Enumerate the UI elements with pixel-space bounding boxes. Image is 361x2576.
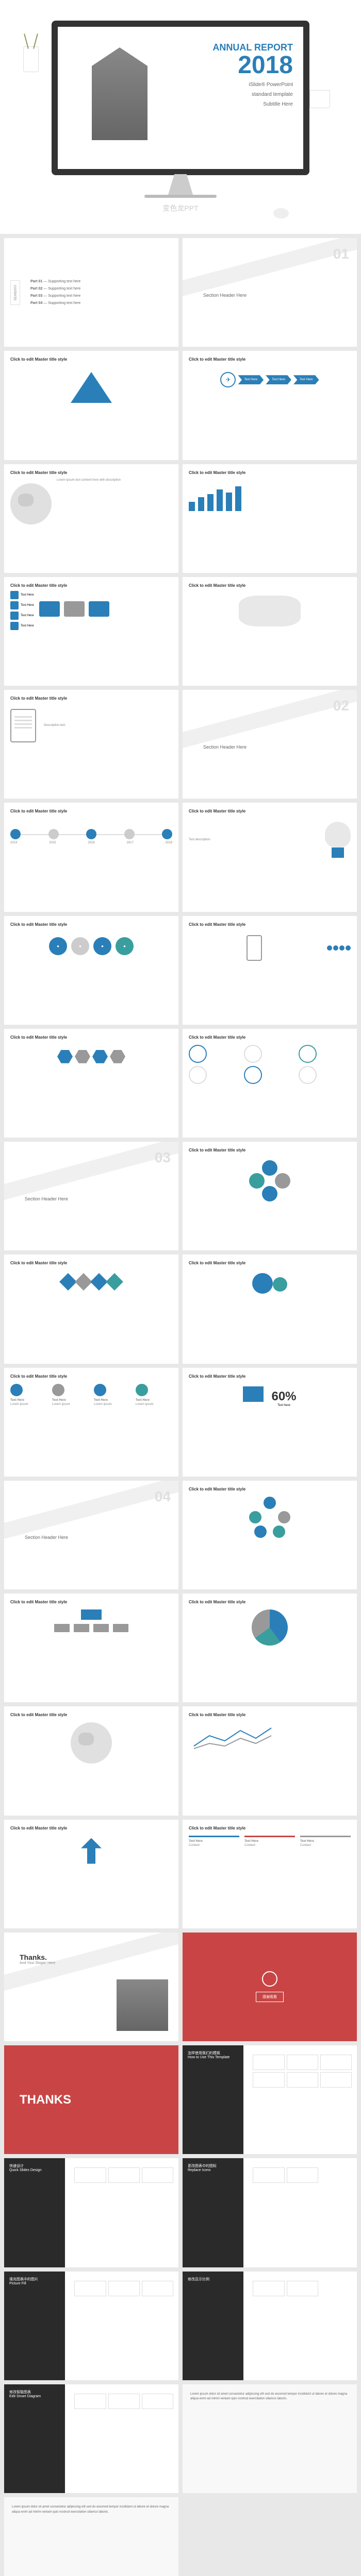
red-intro-slide: 感谢观看	[183, 1933, 357, 2041]
section-03-slide: Section Header Here 03	[4, 1142, 178, 1250]
logo-icon	[262, 1971, 277, 1987]
globe-icon	[71, 1722, 112, 1764]
columns-slide: Click to edit Master title style Text He…	[4, 1368, 178, 1477]
globe-icon	[10, 483, 52, 524]
cluster-slide: Click to edit Master title style	[183, 1481, 357, 1589]
replace-icons-slide: 更改图表中的图标 Replace Icons	[183, 2158, 357, 2267]
title-slide: ANNUAL REPORT 2018 iSlide® PowerPoint st…	[58, 27, 303, 169]
display-ratio-slide: 修改显示比例	[183, 2272, 357, 2380]
timeline-chart	[10, 829, 172, 839]
subtitle2: standard template	[212, 92, 293, 97]
petal-diagram	[249, 1160, 290, 1201]
contents-list: Part 01 — Supporting text here Part 02 —…	[30, 278, 80, 307]
up-arrow-icon	[81, 1838, 102, 1864]
icon-list: Text Here Text Here Text Here Text Here	[10, 591, 34, 630]
gears-slide: Click to edit Master title style	[183, 1255, 357, 1363]
circle-row: ● ● ● ●	[10, 937, 172, 955]
percent-slide: Click to edit Master title style 60% Tex…	[183, 1368, 357, 1477]
howto-slide: 怎样使用我们的模板 How to Use This Template	[183, 2045, 357, 2154]
map-slide: Click to edit Master title style	[183, 577, 357, 686]
three-col-slide: Click to edit Master title style Text He…	[183, 1820, 357, 1928]
four-columns: Text HereLorem ipsum Text HereLorem ipsu…	[10, 1384, 172, 1407]
mouse-icon	[273, 208, 289, 218]
smart-diagram-slide: 修改智能图表 Edit Smart Diagram	[4, 2384, 178, 2493]
gears-icon	[189, 1273, 351, 1294]
contents-label: contents	[10, 280, 20, 305]
section-04-slide: Section Header Here 04	[4, 1481, 178, 1589]
thanks-red-slide: THANKS	[4, 2045, 178, 2154]
circle-grid	[189, 1045, 351, 1084]
section-02-slide: Section Header Here 02	[183, 690, 357, 799]
diamond-flow	[10, 1276, 172, 1288]
quick-design-slide: 快速设计 Quick Slides Design	[4, 2158, 178, 2267]
org-slide: Click to edit Master title style	[4, 1594, 178, 1702]
info-slide-1: Lorem ipsum dolor sit amet consectetur a…	[183, 2384, 357, 2493]
world2-slide: Click to edit Master title style	[4, 1706, 178, 1815]
arrow-flow: ✈ Text Here Text Here Text Here	[189, 372, 351, 387]
pyramid-chart	[71, 372, 112, 403]
world-slide: Click to edit Master title style Lorem i…	[4, 464, 178, 573]
monitor-frame: ANNUAL REPORT 2018 iSlide® PowerPoint st…	[52, 21, 309, 175]
lightbulb-icon	[325, 822, 351, 858]
building-graphic	[117, 1979, 168, 2031]
clipboard-slide: Click to edit Master title style Descrip…	[4, 690, 178, 799]
slides-grid: contents Part 01 — Supporting text here …	[0, 234, 361, 2576]
section-01-slide: Section Header Here 01	[183, 238, 357, 347]
pyramid-slide: Click to edit Master title style	[4, 351, 178, 460]
red-button: 感谢观看	[256, 1992, 284, 2002]
building-graphic	[73, 47, 166, 140]
bars-slide: Click to edit Master title style	[183, 464, 357, 573]
cluster-diagram	[244, 1497, 296, 1538]
petal-slide: Click to edit Master title style	[183, 1142, 357, 1250]
year-text: 2018	[212, 53, 293, 78]
phone-icon	[247, 935, 262, 961]
subtitle3: Subtitle Here	[212, 101, 293, 107]
bulb-slide: Click to edit Master title style Text de…	[183, 803, 357, 911]
line-chart-slide: Click to edit Master title style	[183, 1706, 357, 1815]
flow-diagram	[39, 601, 109, 630]
bar-chart	[189, 480, 351, 511]
picture-fill-slide: 填充图表中的图片 Picture Fill	[4, 2272, 178, 2380]
uparrow-slide: Click to edit Master title style	[4, 1820, 178, 1928]
org-chart	[10, 1609, 172, 1632]
watermark: 变色龙PPT	[10, 203, 351, 213]
hero-section: ANNUAL REPORT 2018 iSlide® PowerPoint st…	[0, 0, 361, 234]
section-number: 01	[333, 246, 349, 262]
dots-slide: Click to edit Master title style ● ● ● ●	[4, 916, 178, 1025]
world-map	[239, 596, 301, 626]
hex-slide: Click to edit Master title style	[4, 1029, 178, 1138]
text-column: Lorem ipsum text content here with descr…	[57, 478, 172, 530]
arrows-slide: Click to edit Master title style ✈ Text …	[183, 351, 357, 460]
line-chart	[189, 1720, 351, 1751]
timeline-slide: Click to edit Master title style 2014 20…	[4, 803, 178, 911]
pencils-decoration	[304, 82, 335, 108]
percent-value: 60%	[271, 1389, 296, 1404]
diamond-flow-slide: Click to edit Master title style	[4, 1255, 178, 1363]
circles-grid-slide: Click to edit Master title style	[183, 1029, 357, 1138]
clipboard-icon	[10, 709, 36, 742]
hexagon-flow	[10, 1050, 172, 1063]
phone-slide: Click to edit Master title style	[183, 916, 357, 1025]
thanks-slide: Thanks. And Your Slogan Here	[4, 1933, 178, 2041]
subtitle: iSlide® PowerPoint	[212, 82, 293, 88]
plane-icon: ✈	[220, 372, 236, 387]
vase-decoration	[21, 31, 41, 72]
flow-slide: Click to edit Master title style Text He…	[4, 577, 178, 686]
pie-chart	[252, 1609, 288, 1646]
contents-slide: contents Part 01 — Supporting text here …	[4, 238, 178, 347]
house-icon	[243, 1386, 264, 1402]
pie-slide: Click to edit Master title style	[183, 1594, 357, 1702]
info-slide-2: Lorem ipsum dolor sit amet consectetur a…	[4, 2497, 178, 2576]
